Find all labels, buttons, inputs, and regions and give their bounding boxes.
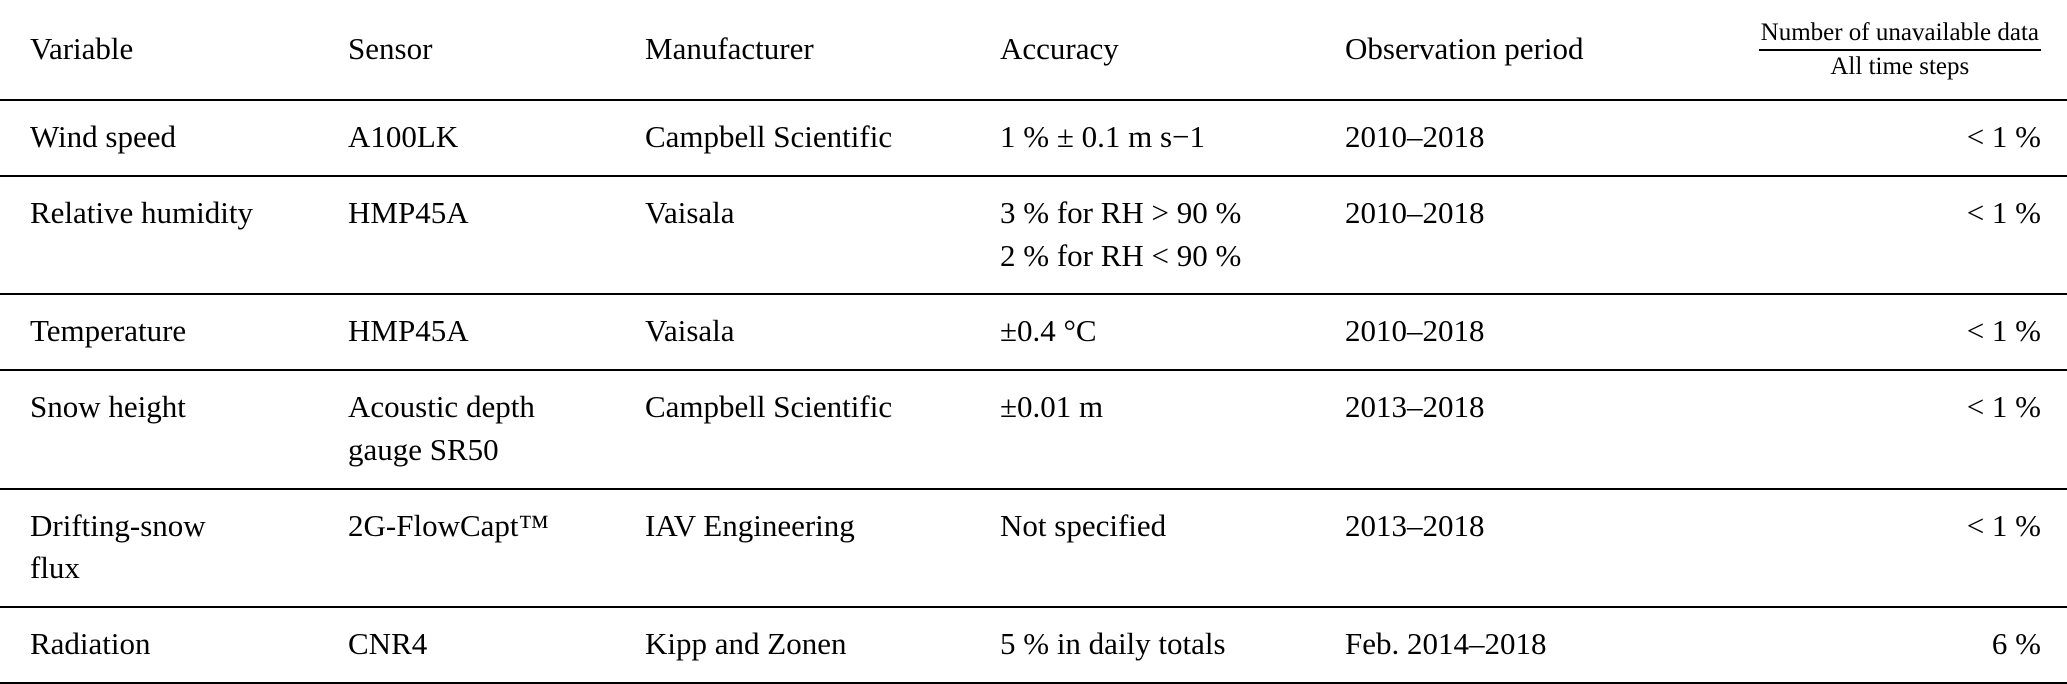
cell-variable: Drifting-snow flux <box>0 488 348 609</box>
cell-accuracy: ±0.4 °C <box>1000 294 1345 372</box>
column-header-sensor: Sensor <box>348 0 645 101</box>
cell-sensor: CNR4 <box>348 607 645 684</box>
table-row-wind-speed: Wind speed A100LK Campbell Scientific 1 … <box>0 100 2067 177</box>
table-row-radiation: Radiation CNR4 Kipp and Zonen 5 % in dai… <box>0 607 2067 684</box>
header-row: Variable Sensor Manufacturer Accuracy Ob… <box>0 0 2067 101</box>
cell-manufacturer: IAV Engineering <box>645 488 1000 609</box>
table-row-temperature: Temperature HMP45A Vaisala ±0.4 °C 2010–… <box>0 294 2067 372</box>
cell-manufacturer: Kipp and Zonen <box>645 607 1000 684</box>
column-header-variable: Variable <box>0 0 348 101</box>
cell-sensor: Acoustic depth gauge SR50 <box>348 370 645 490</box>
cell-unavailable-data: < 1 % <box>1697 294 2067 372</box>
unavailable-data-numerator: Number of unavailable data <box>1758 18 2041 51</box>
cell-accuracy: 5 % in daily totals <box>1000 607 1345 684</box>
cell-observation-period: 2010–2018 <box>1345 175 1697 296</box>
cell-accuracy: 1 % ± 0.1 m s−1 <box>1000 100 1345 177</box>
cell-variable: Radiation <box>0 607 348 684</box>
cell-sensor: A100LK <box>348 100 645 177</box>
cell-unavailable-data: < 1 % <box>1697 370 2067 490</box>
cell-accuracy: Not specified <box>1000 488 1345 609</box>
cell-variable: Snow height <box>0 370 348 490</box>
cell-unavailable-data: < 1 % <box>1697 100 2067 177</box>
cell-sensor: 2G-FlowCapt™ <box>348 488 645 609</box>
cell-accuracy: ±0.01 m <box>1000 370 1345 490</box>
cell-manufacturer: Campbell Scientific <box>645 100 1000 177</box>
unavailable-data-fraction-header: Number of unavailable data All time step… <box>1758 18 2041 81</box>
cell-sensor: HMP45A <box>348 294 645 372</box>
cell-variable: Relative humidity <box>0 175 348 296</box>
table-row-relative-humidity: Relative humidity HMP45A Vaisala 3 % for… <box>0 175 2067 296</box>
table-row-snow-height: Snow height Acoustic depth gauge SR50 Ca… <box>0 370 2067 490</box>
cell-variable: Wind speed <box>0 100 348 177</box>
column-header-unavailable-data: Number of unavailable data All time step… <box>1697 0 2067 101</box>
cell-manufacturer: Vaisala <box>645 294 1000 372</box>
table-row-drifting-snow-flux: Drifting-snow flux 2G-FlowCapt™ IAV Engi… <box>0 488 2067 609</box>
cell-manufacturer: Vaisala <box>645 175 1000 296</box>
cell-observation-period: 2010–2018 <box>1345 294 1697 372</box>
cell-unavailable-data: < 1 % <box>1697 175 2067 296</box>
cell-unavailable-data: 6 % <box>1697 607 2067 684</box>
cell-variable: Temperature <box>0 294 348 372</box>
column-header-observation-period: Observation period <box>1345 0 1697 101</box>
cell-observation-period: 2010–2018 <box>1345 100 1697 177</box>
column-header-accuracy: Accuracy <box>1000 0 1345 101</box>
cell-manufacturer: Campbell Scientific <box>645 370 1000 490</box>
cell-observation-period: 2013–2018 <box>1345 488 1697 609</box>
cell-sensor: HMP45A <box>348 175 645 296</box>
cell-observation-period: 2013–2018 <box>1345 370 1697 490</box>
column-header-manufacturer: Manufacturer <box>645 0 1000 101</box>
cell-unavailable-data: < 1 % <box>1697 488 2067 609</box>
cell-accuracy: 3 % for RH > 90 % 2 % for RH < 90 % <box>1000 175 1345 296</box>
unavailable-data-denominator: All time steps <box>1830 52 1970 80</box>
cell-observation-period: Feb. 2014–2018 <box>1345 607 1697 684</box>
